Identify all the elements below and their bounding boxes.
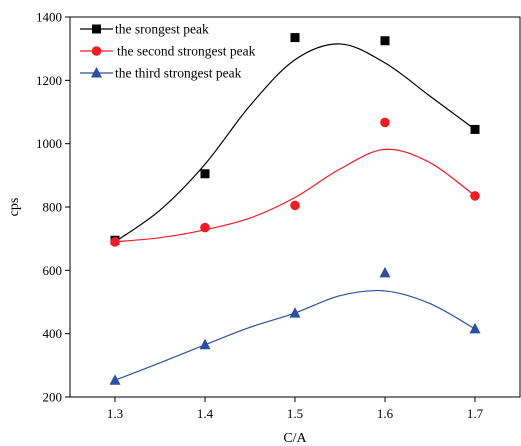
legend-label: the srongest peak	[115, 22, 209, 37]
series-1-point	[200, 169, 210, 179]
series-2-fit-line	[114, 148, 476, 243]
y-axis-title: cps	[7, 198, 22, 217]
y-tick-label: 200	[43, 390, 63, 405]
series-3-point	[199, 338, 211, 350]
legend: the srongest peak the second strongest pe…	[80, 22, 256, 81]
series-3-point	[289, 307, 301, 318]
y-tick-label: 1400	[36, 10, 62, 25]
series-1-point	[470, 124, 480, 134]
legend-marker	[91, 46, 102, 56]
legend-label: the third strongest peak	[115, 66, 242, 81]
y-axis: 200 400 600 800 1000 1200 1400	[36, 10, 70, 405]
x-tick-label: 1.7	[467, 406, 484, 421]
x-tick-label: 1.3	[107, 406, 123, 421]
series-2-point	[380, 117, 390, 128]
series-3-point	[379, 266, 391, 278]
series-3	[109, 266, 481, 385]
series-1-fit-line	[114, 43, 476, 243]
y-tick-label: 1000	[36, 136, 62, 151]
x-tick-label: 1.5	[287, 406, 303, 421]
series-1-point	[380, 36, 390, 46]
series-1-point	[290, 33, 300, 43]
legend-label: the second strongest peak	[117, 44, 256, 59]
y-tick-label: 400	[43, 326, 63, 341]
legend-marker	[91, 67, 102, 78]
series-2	[110, 117, 480, 247]
series-2-point	[470, 191, 480, 201]
series-3-fit-line	[114, 289, 476, 381]
legend-item-2: the second strongest peak	[80, 44, 256, 59]
x-tick-label: 1.4	[197, 406, 214, 421]
series-2-point	[200, 222, 210, 233]
x-tick-label: 1.6	[377, 406, 394, 421]
series-2-point	[290, 200, 300, 211]
x-axis: 1.3 1.4 1.5 1.6 1.7	[107, 397, 484, 421]
y-tick-label: 800	[43, 200, 63, 215]
plot-area	[109, 33, 481, 385]
series-3-point	[109, 374, 121, 385]
series-3-point	[469, 322, 481, 334]
series-2-point	[110, 237, 120, 247]
y-tick-label: 600	[43, 263, 63, 278]
legend-marker	[92, 24, 101, 34]
legend-item-1: the srongest peak	[80, 22, 209, 37]
legend-item-3: the third strongest peak	[80, 66, 242, 81]
y-tick-label: 1200	[36, 73, 62, 88]
x-axis-title: C/A	[283, 431, 307, 446]
